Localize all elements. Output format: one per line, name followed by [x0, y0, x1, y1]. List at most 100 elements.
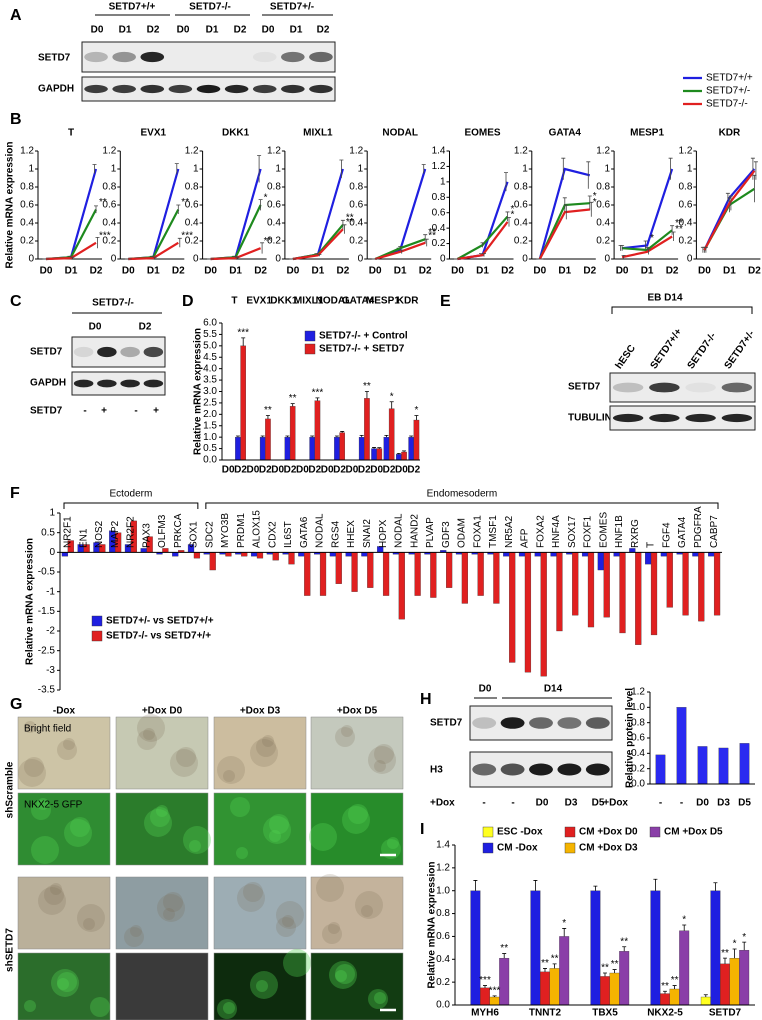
error-bar: [257, 155, 262, 183]
texture: [70, 817, 90, 837]
bar: [265, 418, 271, 461]
y-tick-label: 0.8: [267, 182, 281, 193]
micrograph: [115, 876, 209, 950]
significance: *: [390, 391, 394, 402]
y-tick-label: 0.2: [20, 236, 34, 247]
texture: [63, 738, 75, 750]
treatment-label: +Dox: [430, 798, 455, 809]
panel-label: E: [440, 293, 451, 310]
y-tick-label: 0.4: [436, 954, 450, 965]
bar: [518, 552, 526, 557]
texture: [163, 908, 175, 920]
group-label: GATA4: [342, 296, 375, 307]
group-label: EVX1: [246, 296, 272, 307]
bar: [581, 552, 589, 557]
row-label: SETD7: [38, 53, 71, 64]
legend-swatch: [304, 343, 316, 355]
y-tick-label: 0: [522, 254, 528, 265]
micrograph: [115, 952, 209, 1020]
band: [685, 413, 716, 423]
series-line: [621, 168, 674, 250]
x-tick-label: D0: [204, 266, 217, 277]
error-bar: [593, 885, 598, 891]
row-label: SETD7: [30, 347, 63, 358]
row-label: SETD7: [430, 718, 463, 729]
blot: [71, 371, 166, 396]
bar: [470, 890, 481, 1006]
x-tick-label: PRKCA: [173, 513, 184, 548]
y-tick-label: 4.0: [203, 363, 217, 374]
error-bar: [703, 994, 708, 997]
texture: [374, 992, 386, 1004]
y-tick-label: 0.0: [631, 779, 645, 790]
bar: [414, 552, 421, 596]
bar: [461, 552, 468, 604]
error-bar: [562, 928, 567, 937]
y-tick-label: 0.2: [267, 236, 281, 247]
error-bar: [732, 948, 737, 959]
error-bar: [377, 447, 382, 449]
texture: [368, 989, 388, 1009]
bar: [413, 419, 420, 461]
x-tick-label: D1: [723, 266, 736, 277]
lane-label: D2: [147, 25, 160, 36]
micrograph: [115, 716, 209, 790]
significance: ***: [489, 985, 501, 996]
texture: [341, 725, 353, 737]
y-tick-label: 0.6: [20, 200, 34, 211]
x-tick-label: D1: [229, 266, 242, 277]
y-tick-label: 0.5: [203, 443, 217, 454]
blot-group: SETD7+/-: [270, 2, 314, 13]
series-line: [45, 241, 97, 261]
texture: [316, 874, 344, 902]
x-tick-label: SNAI2: [362, 519, 373, 548]
error-bar: [340, 431, 345, 433]
series-line: [538, 167, 591, 260]
error-bar: [315, 397, 320, 401]
y-axis-label: Relative mRNA expression: [193, 328, 204, 455]
texture: [328, 922, 340, 934]
y-tick-label: 1: [687, 164, 693, 175]
x-tick-label: RGS4: [330, 520, 341, 548]
bar: [250, 552, 258, 557]
error-bar: [398, 246, 403, 250]
texture: [309, 823, 337, 851]
y-tick-label: 0: [111, 254, 117, 265]
band: [500, 717, 525, 729]
texture: [276, 901, 304, 929]
texture: [163, 892, 183, 912]
bar: [524, 552, 532, 673]
x-tick-label: HNF4A: [551, 515, 562, 548]
y-tick-label: 0.6: [678, 200, 692, 211]
y-tick-label: 1.2: [20, 146, 34, 157]
y-tick-label: 4.5: [203, 352, 217, 363]
band: [120, 346, 140, 358]
bar: [720, 963, 730, 1006]
error-bar: [552, 963, 557, 969]
lane-label: D0: [262, 25, 275, 36]
bar: [739, 743, 750, 785]
group-label: T: [231, 296, 237, 307]
band: [472, 763, 497, 776]
x-tick-label: D2: [419, 266, 432, 277]
texture: [189, 840, 201, 852]
legend-label: SETD7-/- + Control: [319, 331, 408, 342]
x-tick-label: PRDM1: [236, 513, 247, 548]
significance: **: [181, 197, 189, 208]
micrograph: [17, 952, 111, 1020]
error-bar: [671, 231, 676, 241]
bar: [619, 552, 626, 634]
texture: [217, 756, 245, 784]
y-tick-label: 0: [49, 547, 55, 558]
texture: [38, 887, 66, 915]
y-tick-label: 3.5: [203, 375, 217, 386]
bar: [676, 707, 687, 785]
error-bar: [92, 164, 97, 174]
band: [649, 413, 680, 423]
error-bar: [389, 401, 394, 409]
y-tick-label: 0.2: [102, 236, 116, 247]
bar: [401, 451, 407, 461]
texture: [236, 847, 248, 859]
y-tick-label: 1.0: [436, 885, 450, 896]
bar: [364, 398, 370, 461]
